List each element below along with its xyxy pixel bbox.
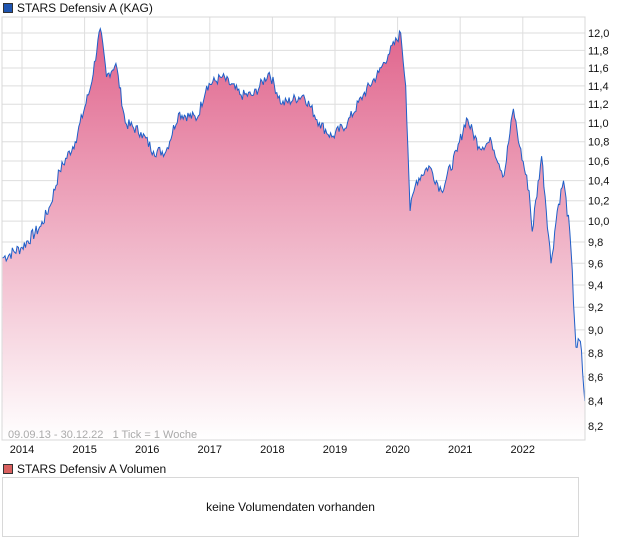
x-tick-label: 2019: [323, 444, 347, 456]
price-chart: 12,0 11,8 11,6 11,4 11,2 11,0 10,8 10,6 10,4 10,2…: [1, 16, 609, 456]
volume-panel: keine Volumendaten vorhanden: [2, 477, 579, 537]
legend-swatch: [3, 3, 13, 13]
y-tick-label: 10,0: [588, 216, 609, 228]
y-tick-label: 12,0: [588, 28, 609, 40]
y-tick-label: 10,4: [588, 176, 609, 188]
y-tick-label: 10,2: [588, 196, 609, 208]
y-tick-label: 9,2: [588, 302, 603, 314]
y-tick-label: 8,4: [588, 396, 603, 408]
x-tick-label: 2014: [10, 444, 34, 456]
price-line: [2, 27, 586, 402]
y-tick-label: 9,0: [588, 325, 603, 337]
y-tick-label: 9,8: [588, 237, 603, 249]
x-tick-label: 2015: [72, 444, 96, 456]
price-area: [2, 28, 585, 440]
chart-legend: STARS Defensiv A (KAG): [3, 1, 153, 15]
x-tick-label: 2021: [448, 444, 472, 456]
x-tick-label: 2016: [135, 444, 159, 456]
y-tick-label: 11,8: [588, 45, 609, 57]
x-tick-label: 2017: [198, 444, 222, 456]
plot-frame: [1, 16, 586, 441]
y-tick-label: 8,6: [588, 372, 603, 384]
volume-legend: STARS Defensiv A Volumen: [3, 462, 166, 476]
y-tick-label: 9,4: [588, 280, 603, 292]
y-tick-label: 9,6: [588, 258, 603, 270]
legend-title: STARS Defensiv A (KAG): [17, 1, 153, 15]
y-tick-label: 10,6: [588, 156, 609, 168]
y-tick-label: 8,2: [588, 421, 603, 433]
y-tick-label: 11,2: [588, 99, 609, 111]
y-tick-label: 8,8: [588, 348, 603, 360]
range-label: 09.09.13 - 30.12.22 1 Tick = 1 Woche: [8, 429, 197, 441]
x-tick-label: 2020: [385, 444, 409, 456]
volume-title: STARS Defensiv A Volumen: [17, 462, 167, 476]
y-tick-label: 11,6: [588, 63, 609, 75]
x-tick-label: 2018: [260, 444, 284, 456]
volume-swatch: [3, 464, 13, 474]
volume-empty-text: keine Volumendaten vorhanden: [206, 500, 375, 514]
y-tick-label: 11,0: [588, 118, 609, 130]
x-tick-label: 2022: [511, 444, 535, 456]
y-tick-label: 10,8: [588, 137, 609, 149]
y-tick-label: 11,4: [588, 81, 609, 93]
